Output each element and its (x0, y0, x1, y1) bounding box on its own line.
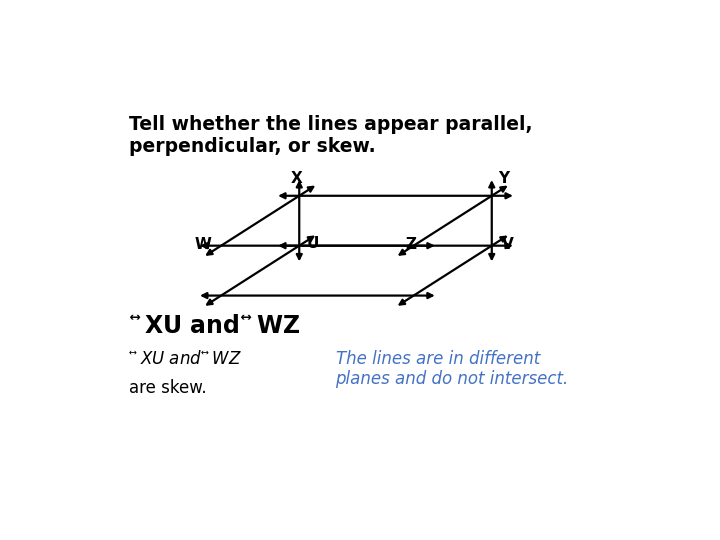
FancyArrowPatch shape (400, 237, 505, 305)
FancyArrowPatch shape (281, 193, 510, 198)
Text: The lines are in different
planes and do not intersect.: The lines are in different planes and do… (336, 349, 569, 388)
Text: V: V (502, 238, 513, 252)
Text: Tell whether the lines appear parallel,
perpendicular, or skew.: Tell whether the lines appear parallel, … (129, 114, 533, 156)
Text: X: X (291, 171, 302, 186)
FancyArrowPatch shape (490, 183, 494, 259)
FancyArrowPatch shape (281, 243, 510, 248)
Text: $\mathbf{\overleftrightarrow{XU}}$ $\mathbf{and}$ $\mathbf{\overleftrightarrow{W: $\mathbf{\overleftrightarrow{XU}}$ $\mat… (129, 314, 300, 338)
FancyArrowPatch shape (207, 237, 313, 305)
Text: Y: Y (498, 171, 510, 186)
FancyArrowPatch shape (207, 187, 313, 255)
FancyArrowPatch shape (202, 243, 432, 248)
FancyArrowPatch shape (400, 187, 505, 255)
Text: are skew.: are skew. (129, 379, 207, 397)
FancyArrowPatch shape (202, 293, 432, 298)
Text: W: W (195, 238, 212, 252)
Text: Z: Z (405, 238, 416, 252)
Text: $\overleftrightarrow{XU}$ and $\overleftrightarrow{WZ}$: $\overleftrightarrow{XU}$ and $\overleft… (129, 349, 242, 368)
FancyArrowPatch shape (297, 183, 302, 259)
Text: U: U (307, 236, 320, 251)
